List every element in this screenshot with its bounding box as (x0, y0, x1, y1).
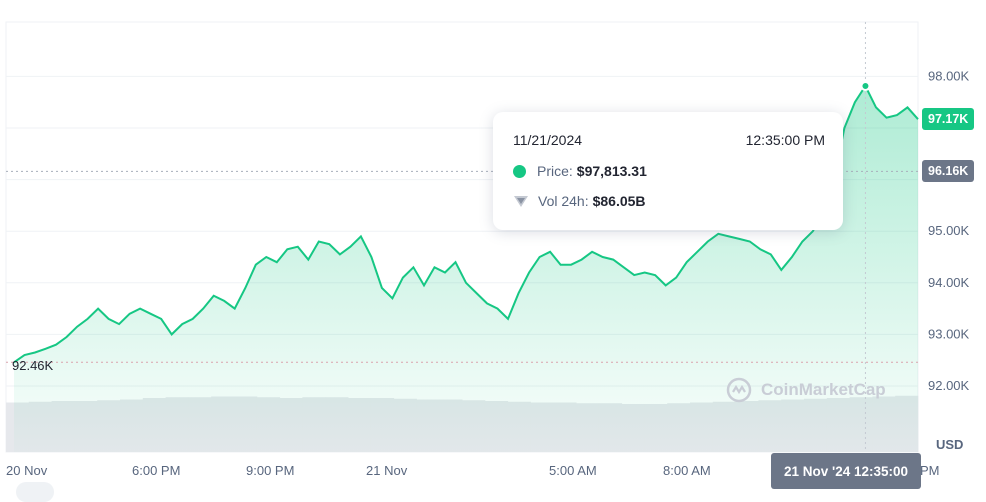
tooltip-volume-label: Vol 24h: (538, 193, 589, 209)
watermark-text: CoinMarketCap (761, 380, 886, 399)
start-price-label: 92.46K (12, 358, 54, 373)
tooltip-price-row: Price: $97,813.31 (513, 163, 647, 179)
price-area (14, 86, 918, 452)
tooltip-date: 11/21/2024 (513, 132, 583, 148)
settings-toggle-icon[interactable] (16, 482, 54, 502)
price-dot-icon (513, 164, 526, 178)
x-tick-label: 6:00 PM (132, 463, 180, 478)
y-tick-label: 92.00K (928, 378, 970, 393)
x-tick-label: 9:00 PM (246, 463, 294, 478)
tooltip-time: 12:35:00 PM (745, 132, 825, 148)
current-price-tag: 97.17K (922, 108, 975, 130)
tooltip-price-value: $97,813.31 (576, 163, 647, 179)
tooltip-price-label: Price: (537, 163, 573, 179)
reference-price-tag: 96.16K (922, 160, 975, 182)
currency-label: USD (936, 437, 964, 452)
x-axis-ticks: 20 Nov 6:00 PM 9:00 PM 21 Nov 5:00 AM 8:00 AM… (6, 463, 940, 478)
tooltip-volume-row: Vol 24h: $86.05B (513, 193, 646, 209)
coinmarketcap-logo-icon (726, 377, 752, 403)
y-tick-label: 95.00K (928, 223, 970, 238)
y-axis-ticks: 98.00K 95.00K 94.00K 93.00K 92.00K (928, 68, 970, 393)
x-tick-label: 21 Nov (366, 463, 408, 478)
crosshair-time-tag: 21 Nov '24 12:35:00 (771, 453, 921, 489)
price-tooltip: 11/21/2024 12:35:00 PM Price: $97,813.31… (493, 112, 843, 230)
y-tick-label: 94.00K (928, 275, 970, 290)
price-line (13, 83, 919, 364)
tooltip-volume-value: $86.05B (592, 193, 646, 209)
x-tick-label: 8:00 AM (663, 463, 711, 478)
y-tick-label: 93.00K (928, 326, 970, 341)
hover-point (860, 81, 871, 92)
x-tick-label: 5:00 AM (549, 463, 597, 478)
y-tick-label: 98.00K (928, 68, 970, 83)
x-tick-label: PM (920, 463, 940, 478)
volume-icon (514, 196, 528, 207)
watermark: CoinMarketCap (725, 376, 886, 404)
x-tick-label: 20 Nov (6, 463, 48, 478)
